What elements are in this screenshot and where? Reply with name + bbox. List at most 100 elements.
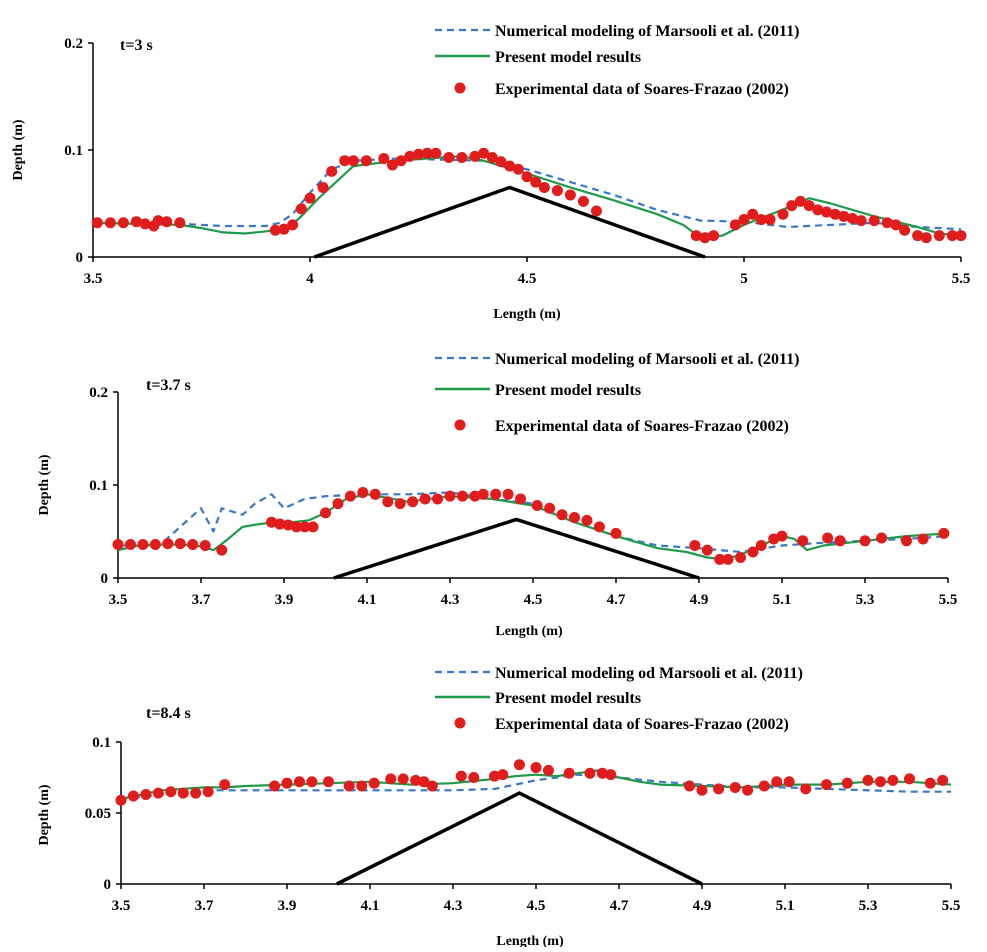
panel-1-experimental-point xyxy=(486,151,498,163)
panel-2-y-axis-title: Depth (m) xyxy=(37,454,52,515)
panel-2-experimental-point xyxy=(556,509,568,521)
panel-1-time-label: t=3 s xyxy=(120,37,153,54)
panel-1-experimental-point xyxy=(152,215,164,227)
panel-2-experimental-point xyxy=(112,539,124,551)
panel-2-experimental-point xyxy=(274,518,286,530)
panel-2-experimental-point xyxy=(307,521,319,533)
panel-1-experimental-point xyxy=(404,150,416,162)
panel-1-experimental-point xyxy=(395,155,407,167)
panel-3-experimental-point xyxy=(190,787,202,799)
panel-3-experimental-point xyxy=(696,784,708,796)
panel-3-legend-label: Numerical modeling od Marsooli et al. (2… xyxy=(495,665,803,682)
panel-1-experimental-point xyxy=(360,155,372,167)
panel-3-experimental-point xyxy=(924,777,936,789)
panel-2-experimental-point xyxy=(722,553,734,565)
panel-2-experimental-point xyxy=(901,535,912,547)
panel-3-experimental-point xyxy=(596,767,608,779)
panel-2-experimental-point xyxy=(266,516,278,528)
panel-3-experimental-point xyxy=(165,786,177,798)
panel-1-y-tick-label: 0.1 xyxy=(64,143,83,159)
panel-1-experimental-point xyxy=(933,230,945,242)
panel-1-y-axis-title: Depth (m) xyxy=(11,119,26,180)
panel-3-legend-label: Present model results xyxy=(495,690,641,707)
panel-3-experimental-point xyxy=(758,780,770,792)
panel-3-experimental-point xyxy=(513,759,525,771)
panel-1-experimental-point xyxy=(530,176,542,188)
panel-3-experimental-point xyxy=(742,784,754,796)
panel-1-experimental-point xyxy=(456,151,468,163)
panel-1-experimental-point xyxy=(955,230,967,242)
panel-3-time-label: t=8.4 s xyxy=(146,705,191,722)
panel-1-experimental-point xyxy=(287,219,299,231)
panel-2-x-axis-title: Length (m) xyxy=(495,624,563,639)
panel-3-x-tick-label: 3.5 xyxy=(112,898,131,914)
panel-2-experimental-point xyxy=(797,535,809,547)
panel-3-x-tick-label: 3.7 xyxy=(195,898,214,914)
panel-3-experimental-point xyxy=(343,780,355,792)
panel-1-experimental-point xyxy=(946,230,958,242)
panel-1-experimental-point xyxy=(738,214,750,226)
panel-3-y-tick-label: 0 xyxy=(104,877,112,893)
panel-1-experimental-point xyxy=(564,189,576,201)
panel-2-experimental-point xyxy=(369,488,381,500)
panel-2-experimental-point xyxy=(859,535,871,547)
panel-2-experimental-point xyxy=(714,553,726,565)
panel-3-experimental-point xyxy=(219,779,231,791)
panel-2-experimental-point xyxy=(407,496,419,508)
panel-1-x-tick-label: 4 xyxy=(306,271,314,287)
panel-2-x-tick-label: 5.5 xyxy=(939,592,958,608)
panel-1-experimental-point xyxy=(538,181,550,193)
panel-1-experimental-point xyxy=(838,210,850,222)
panel-2-experimental-point xyxy=(320,507,331,519)
panel-1-experimental-point xyxy=(847,212,858,224)
panel-1-experimental-point xyxy=(812,204,824,216)
panel-2-x-tick-label: 4.3 xyxy=(441,592,460,608)
panel-2-x-tick-label: 4.7 xyxy=(607,592,626,608)
panel-1-legend-swatch-experimental xyxy=(454,82,466,94)
panel-1-experimental-point xyxy=(551,185,563,197)
panel-2-x-tick-label: 4.5 xyxy=(524,592,543,608)
panel-2-experimental-point xyxy=(502,488,514,500)
panel-1-experimental-point xyxy=(890,219,902,231)
panel-3-experimental-point xyxy=(127,790,139,802)
panel-1-obstacle xyxy=(313,185,706,259)
panel-2-experimental-point xyxy=(344,490,356,502)
panel-2-experimental-point xyxy=(187,539,199,551)
panel-1-experimental-point xyxy=(104,217,116,229)
panel-2-experimental-point xyxy=(747,546,759,558)
panel-1-experimental-point xyxy=(829,208,841,220)
panel-3-experimental-point xyxy=(713,783,725,795)
panel-2-experimental-point xyxy=(701,544,713,556)
panel-2-experimental-point xyxy=(199,539,211,551)
panel-2-experimental-point xyxy=(444,490,456,502)
panel-3-experimental-point xyxy=(281,777,293,789)
panel-3-experimental-point xyxy=(800,783,812,795)
panel-1-legend-label: Numerical modeling of Marsooli et al. (2… xyxy=(495,23,799,40)
panel-3-experimental-point xyxy=(887,774,899,786)
panel-2-experimental-point xyxy=(216,544,228,556)
panel-3-experimental-point xyxy=(729,781,741,793)
panel-3-experimental-point xyxy=(323,776,334,788)
panel-2-experimental-point xyxy=(822,532,834,544)
panel-1-experimental-point xyxy=(755,214,767,226)
panel-1-experimental-point xyxy=(130,216,142,228)
panel-2-experimental-point xyxy=(174,538,186,550)
panel-1-experimental-point xyxy=(855,215,867,227)
panel-2-experimental-point xyxy=(593,521,605,533)
panel-1-experimental-point xyxy=(478,147,490,159)
panel-2-experimental-point xyxy=(162,538,174,550)
panel-2-x-tick-label: 3.7 xyxy=(192,592,211,608)
panel-2-numerical-series xyxy=(118,491,949,554)
panel-3-experimental-point xyxy=(584,767,596,779)
panel-2-experimental-point xyxy=(776,530,788,542)
panel-1-experimental-point xyxy=(278,223,290,235)
panel-2-experimental-point xyxy=(735,552,746,564)
panel-3-experimental-point xyxy=(605,769,617,781)
panel-2-experimental-point xyxy=(357,486,369,498)
panel-2-x-tick-label: 3.5 xyxy=(109,592,128,608)
panel-2-y-tick-label: 0.2 xyxy=(89,385,108,401)
panel-2-x-tick-label: 4.1 xyxy=(358,592,377,608)
panel-2-x-tick-label: 4.9 xyxy=(690,592,709,608)
